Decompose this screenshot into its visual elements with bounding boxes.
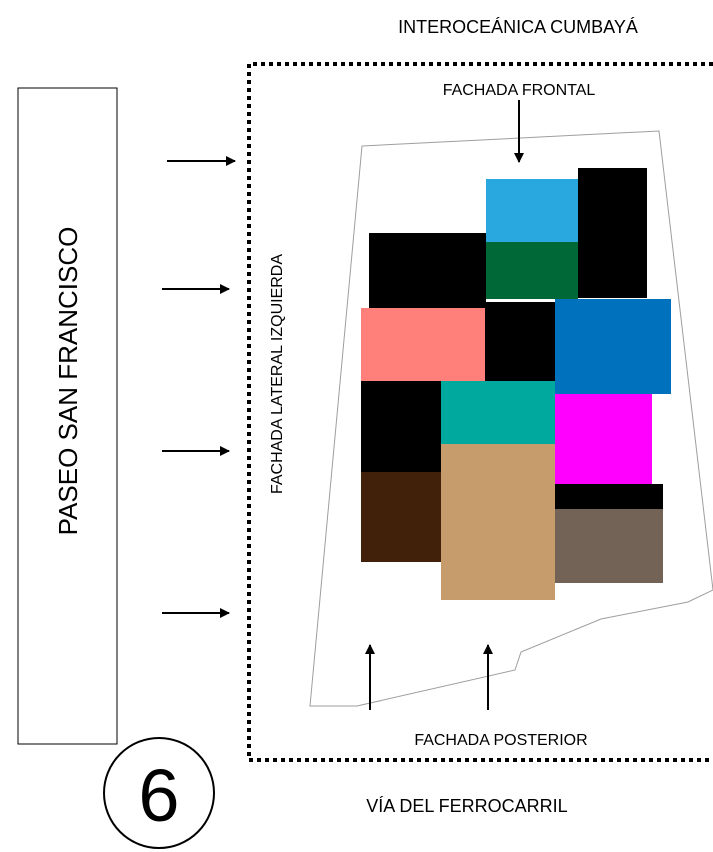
building-block — [485, 302, 555, 381]
building-block — [578, 168, 647, 298]
building-block — [361, 381, 441, 472]
building-block — [555, 394, 652, 484]
bottom-street-label: VÍA DEL FERROCARRIL — [366, 796, 567, 816]
lot-outline — [309, 130, 713, 707]
building-block — [555, 509, 663, 583]
arrows — [162, 100, 524, 710]
building-block — [369, 233, 486, 308]
front-facade-label: FACHADA FRONTAL — [443, 82, 596, 99]
building-block — [486, 242, 578, 299]
left-street-label: PASEO SAN FRANCISCO — [53, 227, 83, 536]
buildings — [361, 168, 671, 600]
building-block — [555, 484, 663, 509]
rear-facade-label: FACHADA POSTERIOR — [414, 732, 587, 749]
building-block — [361, 308, 485, 381]
building-block — [486, 179, 578, 242]
left-facade-label: FACHADA LATERAL IZQUIERDA — [269, 254, 286, 494]
building-block — [555, 299, 671, 394]
site-boundary — [247, 62, 713, 762]
building-block — [361, 472, 441, 562]
building-block — [441, 381, 555, 444]
building-block — [441, 444, 555, 600]
number-label: 6 — [138, 754, 179, 837]
left-street-box — [17, 87, 118, 745]
top-street-label: INTEROCEÁNICA CUMBAYÁ — [398, 17, 638, 37]
number-circle — [103, 737, 215, 849]
